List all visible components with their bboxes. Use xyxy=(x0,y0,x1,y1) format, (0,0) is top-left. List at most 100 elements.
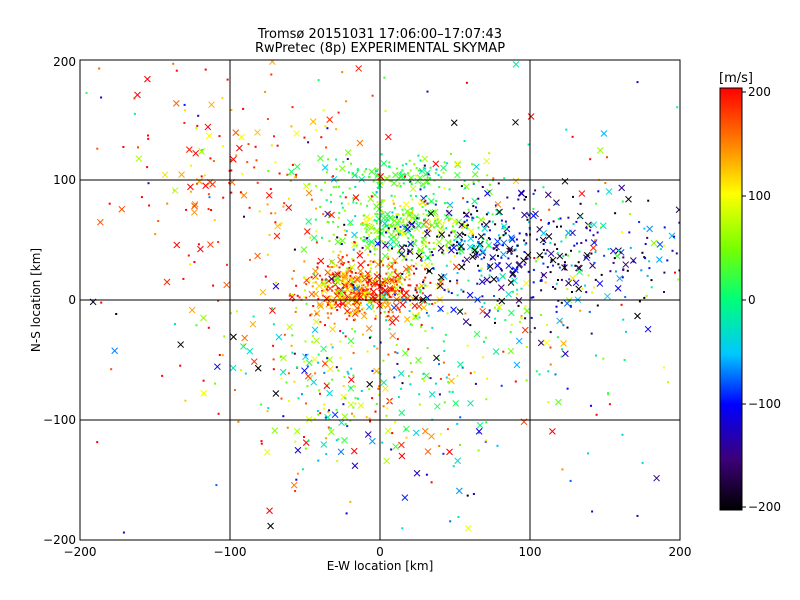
scatter-point xyxy=(329,193,332,196)
scatter-cross xyxy=(522,279,530,287)
scatter-point xyxy=(313,272,316,275)
scatter-point xyxy=(374,170,377,173)
scatter-point xyxy=(636,81,639,84)
scatter-point xyxy=(96,147,99,150)
scatter-point xyxy=(343,229,346,232)
scatter-cross xyxy=(511,277,518,285)
scatter-point xyxy=(335,186,338,189)
scatter-cross xyxy=(563,300,571,307)
scatter-point xyxy=(443,401,446,404)
scatter-point xyxy=(344,335,347,338)
scatter-point xyxy=(379,281,382,283)
scatter-point xyxy=(474,382,477,385)
scatter-point xyxy=(375,222,378,225)
colorbar-tick-label: 100 xyxy=(748,189,771,203)
scatter-cross xyxy=(389,332,397,340)
scatter-point xyxy=(424,284,427,287)
scatter-point xyxy=(230,169,233,172)
scatter-cross xyxy=(200,314,207,322)
scatter-point xyxy=(378,237,381,240)
scatter-point xyxy=(346,312,349,315)
scatter-point xyxy=(570,264,573,267)
scatter-point xyxy=(379,341,382,344)
scatter-point xyxy=(524,317,527,320)
scatter-point xyxy=(324,181,326,184)
scatter-point xyxy=(398,292,400,295)
scatter-point xyxy=(483,340,485,343)
scatter-point xyxy=(372,282,375,285)
scatter-cross xyxy=(599,222,607,230)
scatter-cross xyxy=(380,214,387,222)
scatter-point xyxy=(377,180,380,183)
x-tick-label: 200 xyxy=(669,545,692,559)
scatter-point xyxy=(327,410,330,413)
scatter-point xyxy=(410,370,413,373)
scatter-point xyxy=(317,79,320,82)
scatter-cross xyxy=(397,370,405,377)
scatter-cross xyxy=(396,228,404,236)
scatter-point xyxy=(420,249,423,252)
scatter-cross xyxy=(240,343,247,350)
scatter-point xyxy=(442,340,445,343)
scatter-point xyxy=(380,295,382,298)
scatter-point xyxy=(319,274,321,277)
scatter-point xyxy=(179,364,182,367)
scatter-cross xyxy=(267,522,274,530)
scatter-point xyxy=(387,310,390,313)
scatter-point xyxy=(391,288,394,291)
scatter-point xyxy=(260,403,263,406)
scatter-point xyxy=(591,510,594,513)
scatter-cross xyxy=(383,214,391,222)
scatter-point xyxy=(108,202,111,205)
scatter-cross xyxy=(185,146,193,154)
scatter-point xyxy=(273,135,275,138)
scatter-cross xyxy=(656,241,664,248)
scatter-point xyxy=(373,219,376,222)
scatter-point xyxy=(346,425,349,428)
scatter-point xyxy=(345,270,348,273)
scatter-point xyxy=(310,276,313,279)
scatter-point xyxy=(430,254,432,257)
scatter-point xyxy=(576,242,578,245)
scatter-point xyxy=(380,213,383,216)
scatter-cross xyxy=(344,286,351,293)
scatter-point xyxy=(377,187,380,190)
scatter-cross xyxy=(279,368,287,376)
scatter-point xyxy=(397,249,400,252)
scatter-cross xyxy=(356,251,364,259)
scatter-point xyxy=(368,176,371,179)
scatter-point xyxy=(403,231,406,234)
scatter-point xyxy=(478,269,481,272)
scatter-cross xyxy=(198,148,206,155)
scatter-cross xyxy=(327,428,335,436)
scatter-point xyxy=(481,295,484,298)
scatter-point xyxy=(479,269,482,272)
scatter-point xyxy=(422,287,425,290)
scatter-point xyxy=(361,221,364,224)
scatter-point xyxy=(466,215,469,218)
scatter-cross xyxy=(392,315,400,322)
scatter-point xyxy=(398,290,401,293)
scatter-point xyxy=(266,253,269,256)
scatter-cross xyxy=(590,221,598,229)
scatter-point xyxy=(542,262,545,265)
scatter-point xyxy=(304,277,307,280)
scatter-point xyxy=(322,407,325,410)
scatter-point xyxy=(420,325,422,328)
scatter-point xyxy=(487,237,490,240)
scatter-point xyxy=(471,233,474,236)
scatter-point xyxy=(446,312,449,315)
scatter-cross xyxy=(173,241,181,249)
scatter-point xyxy=(383,226,386,229)
scatter-point xyxy=(626,269,629,272)
scatter-point xyxy=(560,320,563,323)
scatter-cross xyxy=(187,183,194,191)
scatter-point xyxy=(377,300,380,303)
scatter-cross xyxy=(350,447,358,455)
scatter-cross xyxy=(405,264,413,272)
scatter-point xyxy=(359,237,362,240)
scatter-point xyxy=(340,262,343,265)
scatter-point xyxy=(183,109,186,112)
scatter-point xyxy=(477,449,480,452)
scatter-point xyxy=(409,180,412,183)
